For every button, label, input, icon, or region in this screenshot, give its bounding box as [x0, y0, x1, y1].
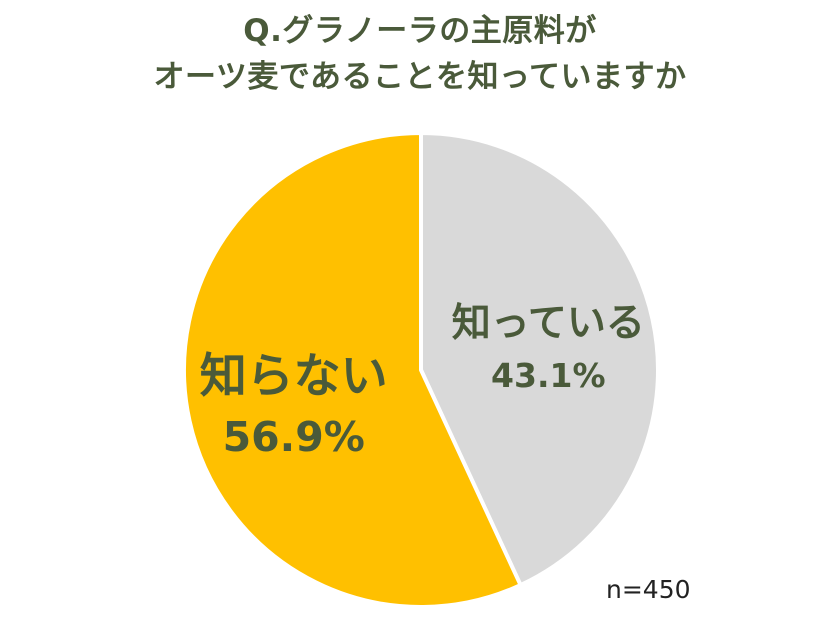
chart-title-line-2: オーツ麦であることを知っていますか — [153, 59, 687, 95]
slice-label-known: 知っている — [452, 301, 645, 346]
chart-title-line-1: Q.グラノーラの主原料が — [243, 13, 597, 49]
slice-value-unknown: 56.9% — [223, 413, 365, 461]
pie-slice-unknown — [182, 131, 523, 609]
slice-value-known: 43.1% — [491, 356, 606, 395]
pie-slice-known — [419, 131, 660, 588]
slice-label-unknown: 知らない — [200, 349, 388, 404]
sample-size-note: n=450 — [606, 575, 691, 604]
chart-title: Q.グラノーラの主原料が オーツ麦であることを知っていますか — [0, 8, 840, 100]
